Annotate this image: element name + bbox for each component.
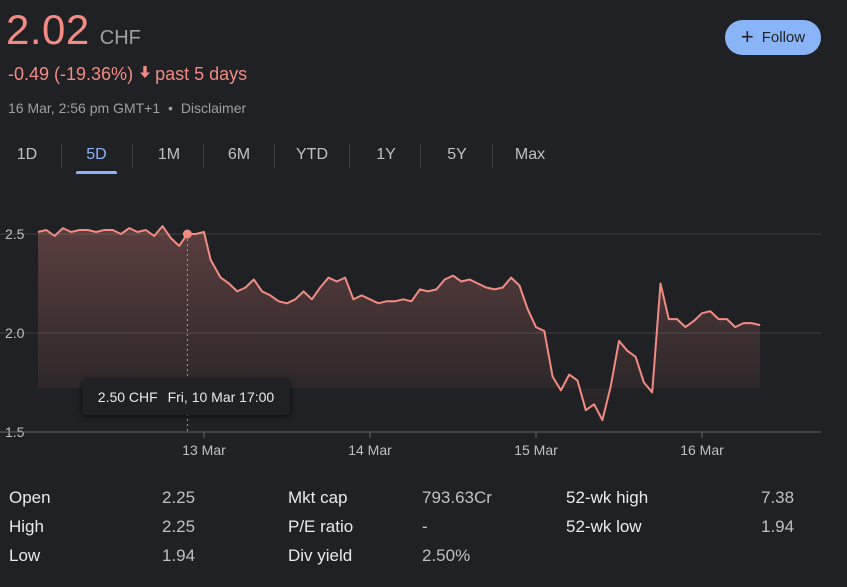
stat-value-open: 2.25 [162,488,196,507]
tab-1y[interactable]: 1Y [376,146,396,163]
tab-6m[interactable]: 6M [227,146,251,163]
change-value: -0.49 (-19.36%) [8,64,134,84]
tab-5d[interactable]: 5D [76,138,117,174]
x-tick-label: 14 Mar [348,442,392,458]
y-tick-label: 2.5 [5,226,25,242]
stat-label-52wk-low: 52-wk low [566,517,642,536]
hover-point [182,229,192,239]
stat-label-pe-ratio: P/E ratio [288,517,354,536]
stat-value-low: 1.94 [162,546,196,565]
chart-tooltip: 2.50 CHF Fri, 10 Mar 17:00 [82,379,290,415]
quote-meta: 16 Mar, 2:56 pm GMT+1 • Disclaimer [8,100,246,116]
stat-label-52wk-high: 52-wk high [566,488,649,507]
stat-label-low: Low [9,546,41,565]
stat-label-open: Open [9,488,51,507]
arrow-down-icon [139,65,151,84]
range-tabs: 1D 5D 1M 6M YTD 1Y 5Y Max [0,138,560,174]
tab-divider [203,144,204,168]
stat-value-div-yield: 2.50% [422,546,471,565]
tab-divider [132,144,133,168]
current-price: 2.02 [6,6,90,53]
price-change: -0.49 (-19.36%) past 5 days [8,64,247,85]
follow-label: Follow [761,29,806,46]
stat-value-52wk-high: 7.38 [761,488,795,507]
stat-label-high: High [9,517,44,536]
tab-divider [492,144,493,168]
stat-value-mkt-cap: 793.63Cr [422,488,492,507]
x-tick-label: 16 Mar [680,442,724,458]
tab-divider [420,144,421,168]
stat-value-high: 2.25 [162,517,196,536]
change-period: past 5 days [155,64,248,84]
y-tick-label: 2.0 [5,325,25,341]
tab-1m[interactable]: 1M [157,146,181,163]
tab-divider [274,144,275,168]
stat-value-pe-ratio: - [422,517,428,536]
stat-value-52wk-low: 1.94 [761,517,795,536]
x-tick-label: 13 Mar [182,442,226,458]
tooltip-time: Fri, 10 Mar 17:00 [167,389,275,405]
follow-button[interactable]: + Follow [725,20,821,55]
tab-1d[interactable]: 1D [16,146,38,163]
quote-timestamp: 16 Mar, 2:56 pm GMT+1 [8,100,161,116]
tab-divider [61,144,62,168]
price-line [37,225,761,422]
disclaimer-link[interactable]: Disclaimer [180,100,247,116]
meta-separator: • [168,100,173,116]
price-chart[interactable]: 2.52.01.513 Mar 14 Mar 15 Mar 16 Mar [0,190,847,460]
tooltip-value: 2.50 CHF [97,389,158,405]
stat-label-mkt-cap: Mkt cap [288,488,348,507]
x-tick-label: 15 Mar [514,442,558,458]
plus-icon: + [740,23,754,49]
currency-label: CHF [99,27,141,49]
tab-max[interactable]: Max [514,146,546,163]
price-header: 2.02 CHF [6,6,141,54]
tab-5y[interactable]: 5Y [447,146,467,163]
tab-ytd[interactable]: YTD [296,146,328,163]
tab-divider [349,144,350,168]
stat-label-div-yield: Div yield [288,546,353,565]
